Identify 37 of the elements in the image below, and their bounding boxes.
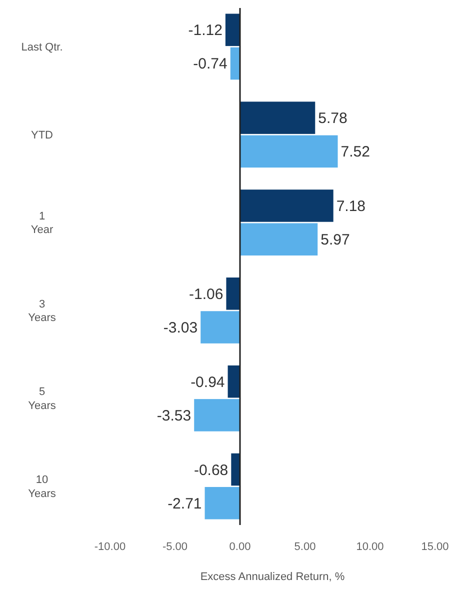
bar <box>231 453 240 486</box>
x-tick-label: 0.00 <box>229 541 251 553</box>
data-label: -1.06 <box>189 286 224 303</box>
x-tick-label: 15.00 <box>421 541 449 553</box>
data-label: -3.03 <box>163 320 198 337</box>
bar <box>228 365 240 398</box>
data-label: 5.97 <box>320 232 350 249</box>
data-label: 7.52 <box>340 144 370 161</box>
y-tick-label: Last Qtr. <box>21 42 63 54</box>
y-tick-label: 5 Years <box>28 386 56 412</box>
x-tick-label: -5.00 <box>162 541 188 553</box>
y-tick-label: 3 Years <box>28 298 56 324</box>
data-label: -1.12 <box>188 22 222 40</box>
data-label: -0.94 <box>190 374 225 391</box>
data-label: -0.68 <box>194 462 228 479</box>
data-label: -2.71 <box>168 495 202 512</box>
bar <box>240 223 318 256</box>
bar <box>200 311 240 344</box>
data-label: -3.53 <box>156 407 192 424</box>
data-label: 5.78 <box>318 110 348 128</box>
bar <box>204 486 240 520</box>
x-axis-title: Excess Annualized Return, % <box>200 571 345 583</box>
bar <box>240 190 334 222</box>
x-tick-label: -10.00 <box>94 541 126 553</box>
x-tick-label: 5.00 <box>294 541 316 553</box>
y-tick-label: 10 Years <box>28 474 56 500</box>
bar <box>194 399 240 432</box>
y-tick-label: YTD <box>31 129 54 142</box>
bar <box>230 47 240 80</box>
x-tick-label: 10.00 <box>356 541 384 553</box>
bar <box>240 135 338 168</box>
y-tick-label: 1 Year <box>30 210 54 236</box>
bar <box>240 102 316 134</box>
data-label: 7.18 <box>336 198 366 215</box>
bar <box>225 14 240 46</box>
bar <box>226 278 240 310</box>
data-label: -0.74 <box>193 56 228 73</box>
